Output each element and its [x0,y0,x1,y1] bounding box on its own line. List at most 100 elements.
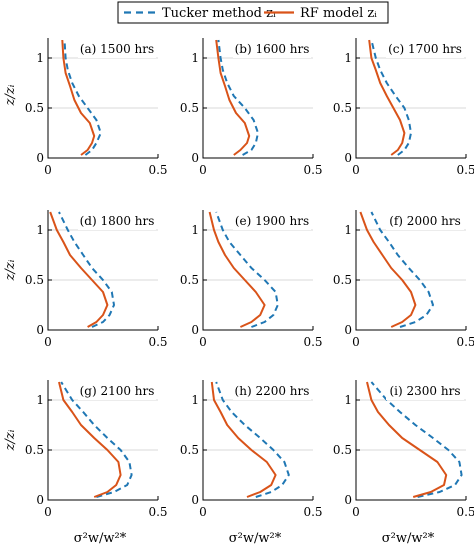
panel-6-xtick-label-1: 0.5 [456,335,474,349]
panel-2-ytick-label-1: 0.5 [180,101,199,115]
panel-9-tucker-line [370,381,463,498]
panel-7-rf-line [58,381,122,498]
panel-2-title-box [233,40,311,58]
panel-8-ytick-label-0: 0 [191,493,199,507]
panel-2-title: (b) 1600 hrs [235,42,310,56]
legend: Tucker method zᵢ RF model zᵢ [117,1,389,24]
panel-6-ytick-label-1: 0.5 [333,273,352,287]
panel-5-ytick-label-1: 0.5 [180,273,199,287]
ylabel-row-1: z/zᵢ [3,84,18,106]
panels-group: 0 0.5 1 0 0.5 (a) 1500 hrs 0 0.5 1 0 0.5 (b) 1600 h… [25,38,474,519]
panel-2: 0 0.5 1 0 0.5 (b) 1600 hrs [180,38,323,177]
panel-3-ytick-label-2: 1 [344,51,352,65]
panel-9-title: (i) 2300 hrs [390,384,461,398]
panel-9-ytick-label-1: 0.5 [333,443,352,457]
panel-4-title-box [78,212,156,230]
panel-1-rf-line [61,39,96,156]
panel-5-xtick-label-1: 0.5 [303,335,322,349]
panel-5-xtick-label-0: 0 [199,335,207,349]
panel-2-ytick-label-2: 1 [191,51,199,65]
panel-5: 0 0.5 1 0 0.5 (e) 1900 hrs [180,210,323,349]
panel-1-ytick-label-2: 1 [36,51,44,65]
panel-6-title: (f) 2000 hrs [389,214,461,228]
panel-7-xtick-label-0: 0 [44,505,52,519]
panel-6-ytick-label-0: 0 [344,323,352,337]
panel-4-tucker-line [58,211,115,328]
panel-9-ytick-label-2: 1 [344,393,352,407]
panel-1-ytick-label-1: 0.5 [25,101,44,115]
panel-1-xtick-label-0: 0 [44,163,52,177]
panel-8-xtick-label-1: 0.5 [303,505,322,519]
panel-3-rf-line [368,39,406,156]
legend-rf-label: RF model zᵢ [300,6,377,21]
panel-2-xtick-label-1: 0.5 [303,163,322,177]
panel-9-title-box [386,382,464,400]
panel-7-xtick-label-1: 0.5 [148,505,167,519]
panel-3-xtick-label-1: 0.5 [456,163,474,177]
panel-6-title-box [386,212,464,230]
panel-2-xtick-label-0: 0 [199,163,207,177]
panel-7-ytick-label-1: 0.5 [25,443,44,457]
legend-tucker-label: Tucker method zᵢ [162,6,276,21]
panel-9-rf-line [366,381,448,498]
panel-8-title: (h) 2200 hrs [235,384,310,398]
panel-1-tucker-line [63,39,102,156]
panel-7-tucker-line [60,381,133,498]
xlabel-col-3: σ²w/w²* [382,531,435,546]
panel-9-xtick-label-1: 0.5 [456,505,474,519]
panel-1-ytick-label-0: 0 [36,151,44,165]
panel-5-title-box [233,212,311,230]
panel-6-xtick-label-0: 0 [352,335,360,349]
panel-1-xtick-label-1: 0.5 [148,163,167,177]
panel-8-xtick-label-0: 0 [199,505,207,519]
panel-8-rf-line [210,381,277,498]
panel-9-ytick-label-0: 0 [344,493,352,507]
panel-1-title-box [78,40,156,58]
panel-6-ytick-label-2: 1 [344,223,352,237]
panel-3-title: (c) 1700 hrs [388,42,462,56]
panel-5-tucker-line [215,211,279,328]
panel-2-tucker-line [217,39,259,156]
panel-5-ytick-label-0: 0 [191,323,199,337]
panel-6: 0 0.5 1 0 0.5 (f) 2000 hrs [333,210,474,349]
panel-4-title: (d) 1800 hrs [80,214,155,228]
ylabel-row-3: z/zᵢ [3,429,18,451]
panel-6-tucker-line [370,211,434,328]
panel-7-ytick-label-0: 0 [36,493,44,507]
panel-9: 0 0.5 1 0 0.5 (i) 2300 hrs [333,380,474,519]
panel-2-ytick-label-0: 0 [191,151,199,165]
panel-3-ytick-label-0: 0 [344,151,352,165]
panel-7-ytick-label-2: 1 [36,393,44,407]
panel-9-xtick-label-0: 0 [352,505,360,519]
panel-4-ytick-label-1: 0.5 [25,273,44,287]
panel-3-tucker-line [370,39,412,156]
panel-5-title: (e) 1900 hrs [235,214,309,228]
ylabel-row-2: z/zᵢ [3,259,18,281]
panel-5-rf-line [208,211,266,328]
panel-4-xtick-label-1: 0.5 [148,335,167,349]
panel-4-ytick-label-0: 0 [36,323,44,337]
panel-6-rf-line [359,211,417,328]
xlabel-col-2: σ²w/w²* [229,531,282,546]
legend-box [117,1,389,24]
panel-8: 0 0.5 1 0 0.5 (h) 2200 hrs [180,380,323,519]
panel-3: 0 0.5 1 0 0.5 (c) 1700 hrs [333,38,474,177]
panel-1: 0 0.5 1 0 0.5 (a) 1500 hrs [25,38,168,177]
panel-3-title-box [386,40,464,58]
panel-5-ytick-label-2: 1 [191,223,199,237]
panel-3-xtick-label-0: 0 [352,163,360,177]
panel-8-tucker-line [215,381,290,498]
panel-4-rf-line [49,211,109,328]
panel-3-ytick-label-1: 0.5 [333,101,352,115]
panel-1-title: (a) 1500 hrs [80,42,154,56]
xlabel-col-1: σ²w/w²* [74,531,127,546]
panel-7: 0 0.5 1 0 0.5 (g) 2100 hrs [25,380,168,519]
panel-8-ytick-label-2: 1 [191,393,199,407]
panel-4-xtick-label-0: 0 [44,335,52,349]
panel-8-title-box [233,382,311,400]
panel-8-ytick-label-1: 0.5 [180,443,199,457]
panel-4-ytick-label-2: 1 [36,223,44,237]
panel-7-title-box [78,382,156,400]
panel-4: 0 0.5 1 0 0.5 (d) 1800 hrs [25,210,168,349]
